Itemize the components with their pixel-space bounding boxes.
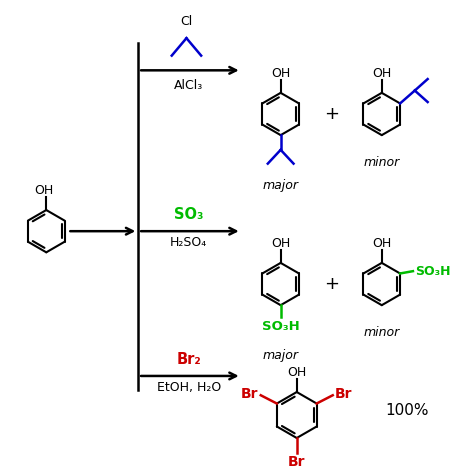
Text: major: major <box>263 179 299 192</box>
Text: +: + <box>324 275 339 293</box>
Text: OH: OH <box>372 67 392 80</box>
Text: OH: OH <box>34 184 54 197</box>
Text: SO₃H: SO₃H <box>415 265 450 278</box>
Text: 100%: 100% <box>385 403 429 418</box>
Text: Br: Br <box>288 455 306 470</box>
Text: +: + <box>324 105 339 123</box>
Text: OH: OH <box>287 366 306 379</box>
Text: Br₂: Br₂ <box>176 352 201 367</box>
Text: major: major <box>263 349 299 362</box>
Text: Cl: Cl <box>180 15 192 28</box>
Text: Br: Br <box>241 388 258 401</box>
Text: OH: OH <box>271 237 290 250</box>
Text: minor: minor <box>364 156 400 169</box>
Text: OH: OH <box>271 67 290 80</box>
Text: Br: Br <box>335 388 353 401</box>
Text: H₂SO₄: H₂SO₄ <box>170 236 207 249</box>
Text: SO₃H: SO₃H <box>262 320 300 333</box>
Text: SO₃: SO₃ <box>174 207 203 222</box>
Text: minor: minor <box>364 326 400 339</box>
Text: AlCl₃: AlCl₃ <box>174 79 203 92</box>
Text: OH: OH <box>372 237 392 250</box>
Text: EtOH, H₂O: EtOH, H₂O <box>156 380 221 394</box>
